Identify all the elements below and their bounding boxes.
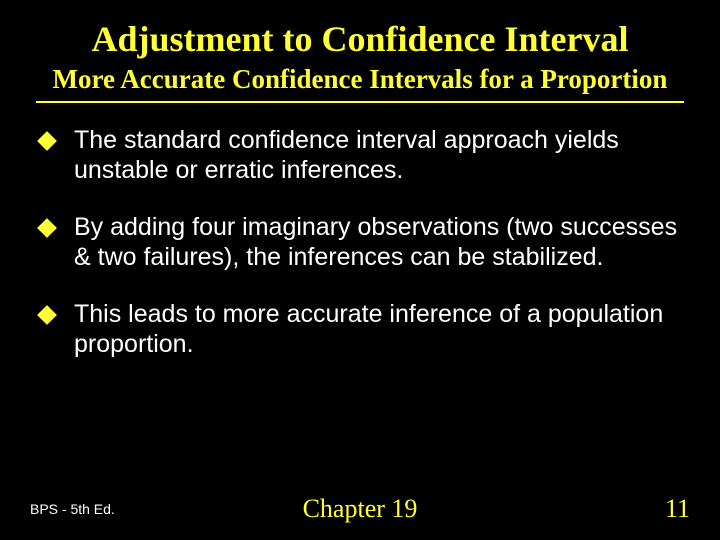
diamond-icon bbox=[37, 131, 57, 151]
diamond-icon bbox=[37, 218, 57, 238]
list-item: The standard confidence interval approac… bbox=[36, 125, 684, 186]
bullet-list: The standard confidence interval approac… bbox=[30, 125, 690, 360]
list-item: By adding four imaginary observations (t… bbox=[36, 212, 684, 273]
slide-footer: BPS - 5th Ed. Chapter 19 11 bbox=[0, 494, 720, 524]
slide-subtitle: More Accurate Confidence Intervals for a… bbox=[30, 64, 690, 95]
diamond-icon bbox=[37, 305, 57, 325]
slide: Adjustment to Confidence Interval More A… bbox=[0, 0, 720, 540]
slide-title: Adjustment to Confidence Interval bbox=[30, 20, 690, 60]
footer-left: BPS - 5th Ed. bbox=[30, 501, 210, 517]
bullet-text: This leads to more accurate inference of… bbox=[74, 299, 684, 360]
footer-center: Chapter 19 bbox=[210, 494, 510, 524]
bullet-text: By adding four imaginary observations (t… bbox=[74, 212, 684, 273]
footer-right: 11 bbox=[510, 494, 690, 524]
title-underline bbox=[36, 101, 684, 103]
bullet-text: The standard confidence interval approac… bbox=[74, 125, 684, 186]
list-item: This leads to more accurate inference of… bbox=[36, 299, 684, 360]
